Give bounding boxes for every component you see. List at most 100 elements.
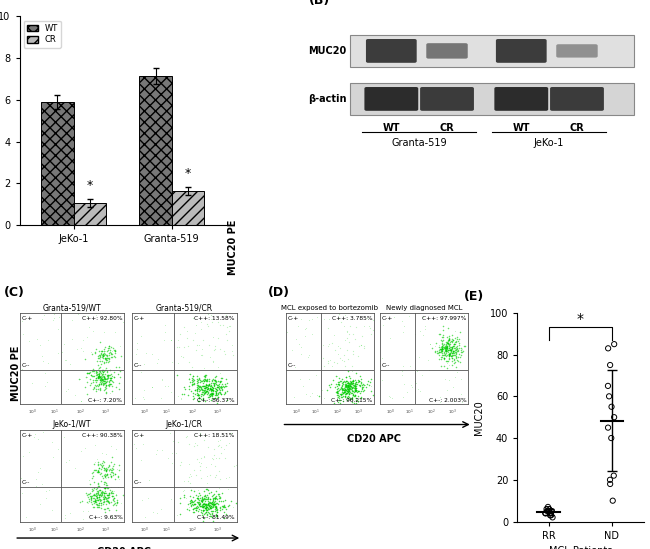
Point — [99, 495, 109, 503]
Point — [105, 343, 116, 351]
Point — [220, 388, 230, 396]
Point — [213, 442, 224, 451]
Point — [216, 497, 226, 506]
Point — [211, 470, 221, 479]
Point — [201, 388, 211, 397]
Point — [343, 381, 354, 390]
Point — [213, 499, 223, 508]
Point — [103, 357, 114, 366]
Point — [97, 376, 107, 384]
Point — [90, 373, 101, 382]
Point — [102, 497, 112, 506]
Point — [213, 384, 224, 393]
Point — [112, 465, 123, 474]
Point — [444, 351, 454, 360]
Point — [96, 375, 107, 384]
Point — [205, 392, 215, 401]
Point — [136, 432, 146, 441]
Point — [200, 397, 210, 406]
Point — [442, 343, 452, 352]
Point — [205, 378, 216, 387]
Point — [95, 485, 105, 494]
Text: C+-: 86.37%: C+-: 86.37% — [197, 397, 235, 402]
Point — [77, 514, 88, 523]
Point — [444, 360, 454, 369]
Point — [604, 392, 614, 401]
Point — [452, 341, 462, 350]
Point — [93, 458, 103, 467]
Point — [212, 382, 222, 391]
FancyBboxPatch shape — [420, 87, 474, 111]
Point — [200, 388, 211, 396]
Point — [335, 390, 346, 399]
Point — [414, 353, 424, 362]
Point — [344, 322, 355, 330]
Point — [452, 334, 462, 343]
Point — [348, 376, 358, 385]
Point — [105, 380, 115, 389]
Point — [103, 466, 114, 474]
Point — [450, 373, 460, 382]
Point — [209, 444, 219, 453]
Point — [96, 498, 107, 507]
Point — [211, 502, 221, 511]
Point — [216, 381, 226, 390]
Point — [332, 372, 343, 380]
Point — [341, 376, 351, 385]
Point — [203, 495, 213, 503]
Point — [92, 467, 103, 476]
Point — [202, 376, 212, 385]
Point — [348, 377, 358, 385]
Point — [217, 385, 228, 394]
Point — [350, 383, 360, 392]
Point — [90, 495, 101, 504]
Point — [197, 496, 207, 505]
Point — [417, 371, 427, 380]
Point — [106, 467, 116, 476]
Point — [101, 469, 112, 478]
Point — [107, 486, 117, 495]
Point — [200, 375, 211, 384]
Point — [453, 353, 463, 362]
Point — [94, 490, 104, 499]
Point — [387, 394, 397, 402]
Point — [213, 380, 224, 389]
Point — [441, 357, 451, 366]
Point — [100, 505, 110, 513]
Point — [343, 387, 353, 396]
Point — [157, 446, 167, 455]
Text: C-+: C-+ — [382, 316, 393, 321]
Point — [209, 378, 219, 387]
Point — [49, 313, 60, 322]
Point — [99, 328, 109, 337]
Point — [352, 379, 362, 388]
Text: C-+: C-+ — [21, 316, 33, 321]
Point — [342, 345, 352, 354]
Point — [228, 502, 239, 511]
Point — [99, 464, 109, 473]
Point — [203, 382, 214, 390]
Point — [221, 375, 231, 384]
Point — [105, 486, 115, 495]
Point — [543, 502, 553, 511]
Point — [198, 495, 209, 503]
Point — [336, 392, 346, 401]
Point — [419, 321, 430, 330]
Point — [88, 367, 99, 376]
Point — [106, 442, 116, 451]
Point — [438, 311, 448, 320]
Point — [203, 393, 213, 402]
Point — [187, 496, 197, 505]
Point — [456, 389, 466, 398]
Point — [447, 343, 457, 351]
Point — [90, 373, 101, 382]
Point — [344, 395, 355, 404]
Point — [177, 389, 187, 398]
Point — [99, 374, 109, 383]
Point — [344, 388, 355, 397]
Point — [350, 391, 361, 400]
Point — [90, 381, 101, 390]
Point — [166, 335, 177, 344]
Point — [192, 497, 202, 506]
Point — [341, 387, 352, 396]
